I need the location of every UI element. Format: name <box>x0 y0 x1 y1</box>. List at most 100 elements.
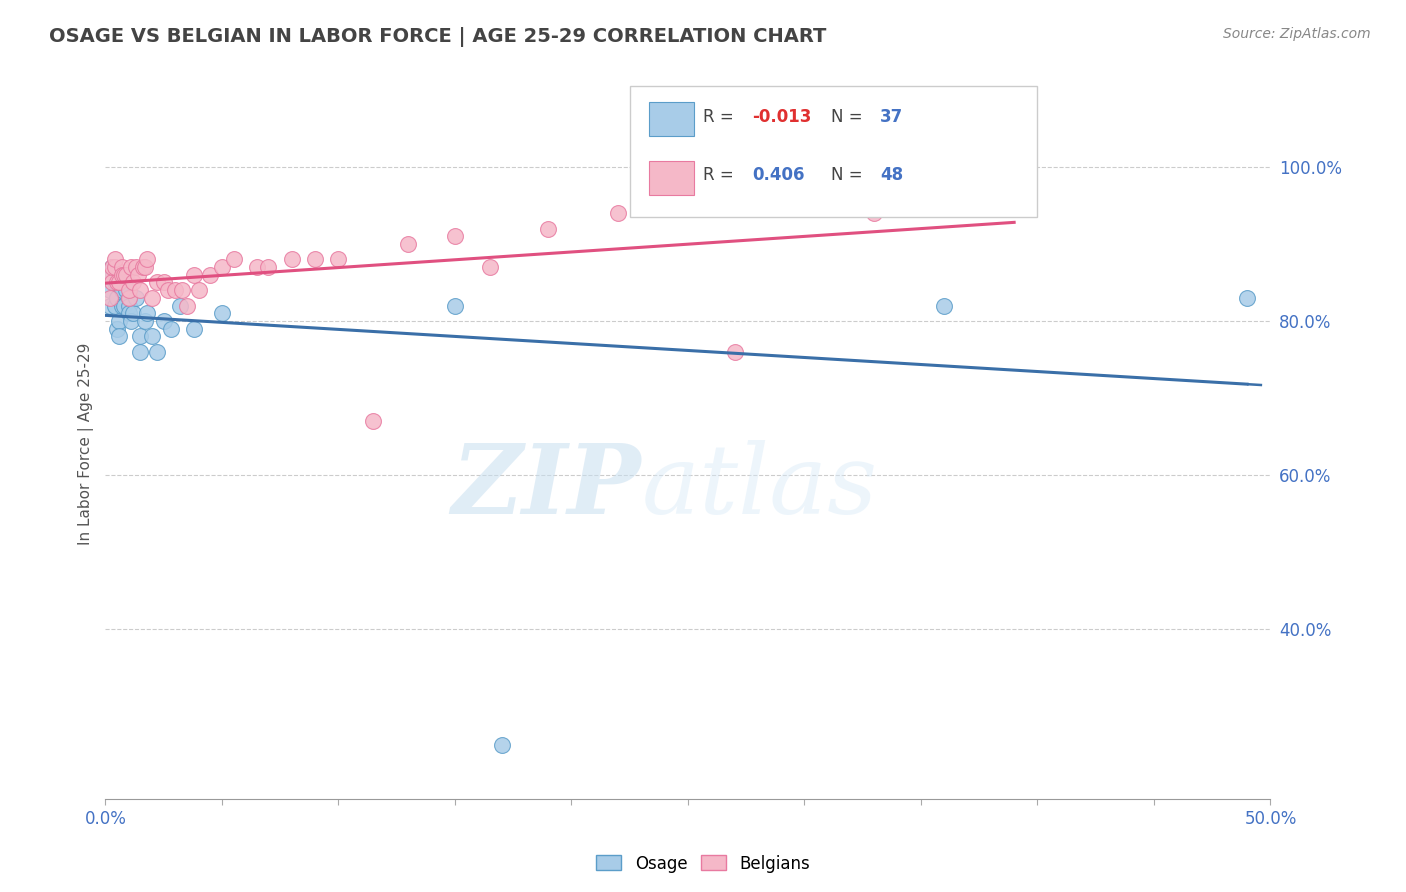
Point <box>124 260 146 274</box>
Text: N =: N = <box>831 166 863 184</box>
Point <box>129 344 152 359</box>
Point <box>1002 160 1025 174</box>
Text: 37: 37 <box>880 108 904 126</box>
Point <box>108 329 131 343</box>
Point <box>127 268 149 282</box>
Point <box>723 344 745 359</box>
Point <box>111 299 134 313</box>
Text: OSAGE VS BELGIAN IN LABOR FORCE | AGE 25-29 CORRELATION CHART: OSAGE VS BELGIAN IN LABOR FORCE | AGE 25… <box>49 27 827 46</box>
Point <box>183 268 205 282</box>
Point <box>159 322 181 336</box>
Point <box>145 344 167 359</box>
Text: R =: R = <box>703 166 734 184</box>
Point <box>129 283 152 297</box>
Point <box>491 738 513 752</box>
Y-axis label: In Labor Force | Age 25-29: In Labor Force | Age 25-29 <box>79 343 94 546</box>
Point <box>104 260 127 274</box>
Point <box>105 291 128 305</box>
Text: 48: 48 <box>880 166 903 184</box>
Point <box>101 276 124 290</box>
Point <box>328 252 350 267</box>
Point <box>152 314 174 328</box>
Point <box>863 206 886 220</box>
Point <box>118 291 141 305</box>
Point <box>105 276 128 290</box>
Point <box>111 283 134 297</box>
Point <box>98 291 121 305</box>
Point <box>104 252 127 267</box>
Point <box>129 329 152 343</box>
Point <box>444 229 467 244</box>
Point <box>152 276 174 290</box>
Text: -0.013: -0.013 <box>752 108 811 126</box>
Point <box>104 276 127 290</box>
Point <box>122 276 145 290</box>
Point <box>101 268 124 282</box>
Point <box>246 260 269 274</box>
Point <box>183 322 205 336</box>
Point <box>145 276 167 290</box>
Point <box>444 299 467 313</box>
Point <box>131 260 153 274</box>
Point <box>134 260 156 274</box>
Text: atlas: atlas <box>641 440 877 533</box>
Point <box>108 314 131 328</box>
FancyBboxPatch shape <box>650 102 693 136</box>
Point <box>141 291 163 305</box>
Point <box>98 299 121 313</box>
Legend: Osage, Belgians: Osage, Belgians <box>589 848 817 880</box>
Point <box>169 299 191 313</box>
Text: R =: R = <box>703 108 734 126</box>
Point <box>118 283 141 297</box>
Text: ZIP: ZIP <box>451 440 641 533</box>
FancyBboxPatch shape <box>630 87 1038 218</box>
Point <box>222 252 245 267</box>
Point <box>120 314 142 328</box>
Point <box>101 260 124 274</box>
Point <box>257 260 280 274</box>
Point <box>98 268 121 282</box>
Point <box>176 299 198 313</box>
Point <box>105 291 128 305</box>
Point <box>108 276 131 290</box>
Point <box>111 260 134 274</box>
Point <box>304 252 326 267</box>
Point <box>281 252 304 267</box>
Point <box>136 306 159 320</box>
Point <box>112 268 135 282</box>
Point <box>607 206 630 220</box>
Text: 0.406: 0.406 <box>752 166 804 184</box>
Point <box>141 329 163 343</box>
Point <box>124 291 146 305</box>
Point <box>98 283 121 297</box>
Point <box>211 306 233 320</box>
Text: Source: ZipAtlas.com: Source: ZipAtlas.com <box>1223 27 1371 41</box>
Point <box>118 299 141 313</box>
Point <box>165 283 187 297</box>
Point <box>112 299 135 313</box>
Point <box>105 322 128 336</box>
Point <box>363 414 385 428</box>
Point <box>115 268 138 282</box>
Point <box>157 283 180 297</box>
Point <box>136 252 159 267</box>
Point <box>104 299 127 313</box>
Text: N =: N = <box>831 108 863 126</box>
Point <box>134 314 156 328</box>
Point <box>112 276 135 290</box>
Point <box>101 260 124 274</box>
Point <box>200 268 222 282</box>
Point <box>478 260 501 274</box>
Point <box>111 268 134 282</box>
Point <box>118 306 141 320</box>
Point <box>1236 291 1258 305</box>
Point <box>118 291 141 305</box>
Point <box>120 260 142 274</box>
Point <box>122 306 145 320</box>
Point <box>172 283 194 297</box>
Point <box>115 283 138 297</box>
Point <box>537 221 560 235</box>
Point <box>396 236 419 251</box>
Point <box>187 283 209 297</box>
Point <box>211 260 233 274</box>
